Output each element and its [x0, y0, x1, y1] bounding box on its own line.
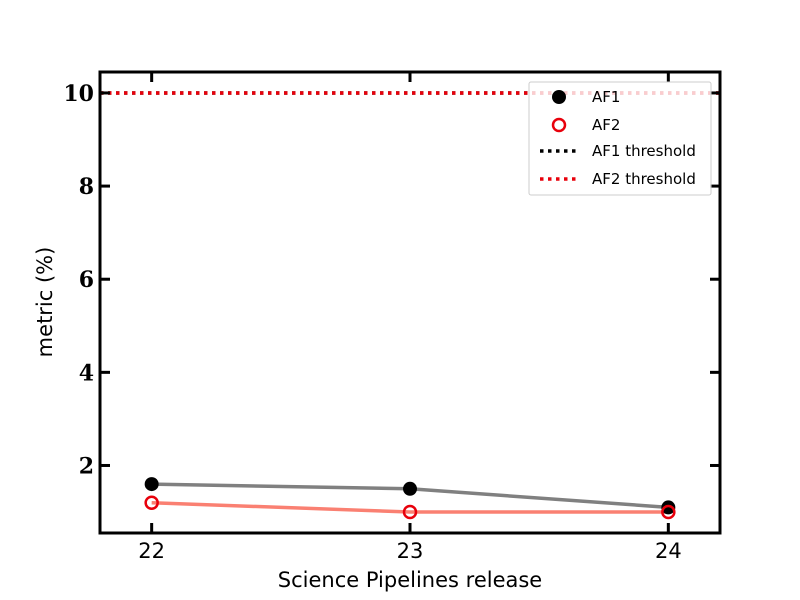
- legend-label-1: AF1: [592, 88, 620, 106]
- data-point-s2-3: [661, 504, 676, 520]
- data-point-s2-2: [402, 504, 418, 520]
- x-tick-label-2: 23: [397, 539, 424, 563]
- y-tick-label-2: 4: [79, 360, 94, 386]
- series-line-2: [151, 500, 669, 514]
- y-tick-label-4: 8: [79, 174, 94, 200]
- plot-area: [100, 91, 720, 520]
- y-axis-label: metric (%): [33, 247, 57, 358]
- legend: AF1 AF2 AF1 threshold AF2 threshold: [528, 81, 712, 196]
- data-point-s1-2: [403, 481, 417, 496]
- x-axis-label: Science Pipelines release: [278, 568, 542, 592]
- legend-threshold-label-1: AF1 threshold: [592, 142, 696, 160]
- legend-threshold-label-2: AF2 threshold: [592, 170, 696, 188]
- legend-label-2: AF2: [592, 116, 620, 134]
- legend-box: [528, 81, 712, 196]
- legend-marker-1: [552, 90, 566, 104]
- y-tick-label-3: 6: [79, 267, 94, 293]
- y-tick-label-5: 10: [63, 81, 94, 107]
- y-tick-label-1: 2: [79, 453, 94, 479]
- data-point-s1-1: [144, 477, 159, 492]
- x-tick-label-1: 22: [138, 539, 165, 563]
- data-point-s1-3: [661, 500, 676, 515]
- legend-marker-2: [551, 117, 567, 133]
- data-point-s2-1: [144, 495, 159, 510]
- axes-frame: [98, 70, 722, 535]
- x-tick-label-3: 24: [655, 539, 682, 563]
